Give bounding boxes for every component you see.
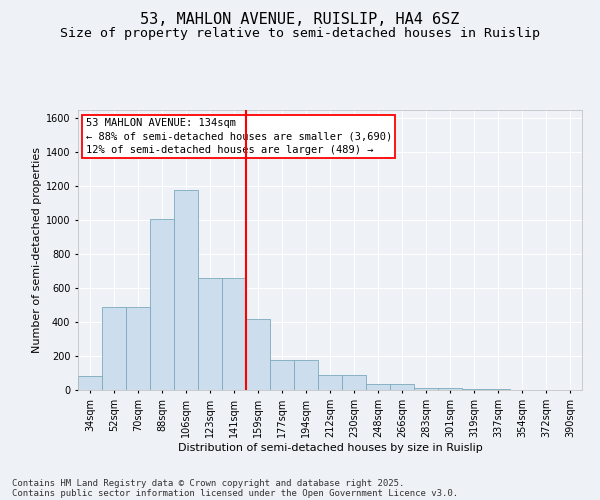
Text: Contains public sector information licensed under the Open Government Licence v3: Contains public sector information licen… — [12, 488, 458, 498]
Bar — [318, 374, 342, 390]
Bar — [246, 318, 270, 390]
Bar — [78, 376, 102, 390]
Bar — [126, 307, 150, 390]
Bar — [366, 384, 390, 390]
Bar — [390, 384, 414, 390]
Bar — [342, 374, 366, 390]
Bar — [222, 278, 246, 390]
Bar — [174, 190, 198, 390]
Bar — [102, 307, 126, 390]
Text: Contains HM Land Registry data © Crown copyright and database right 2025.: Contains HM Land Registry data © Crown c… — [12, 478, 404, 488]
Y-axis label: Number of semi-detached properties: Number of semi-detached properties — [32, 147, 41, 353]
Bar — [438, 388, 462, 390]
Bar — [270, 360, 294, 390]
Text: 53 MAHLON AVENUE: 134sqm
← 88% of semi-detached houses are smaller (3,690)
12% o: 53 MAHLON AVENUE: 134sqm ← 88% of semi-d… — [86, 118, 392, 155]
Bar — [462, 389, 486, 390]
Bar — [198, 278, 222, 390]
Bar — [150, 218, 174, 390]
Text: 53, MAHLON AVENUE, RUISLIP, HA4 6SZ: 53, MAHLON AVENUE, RUISLIP, HA4 6SZ — [140, 12, 460, 28]
Bar — [486, 389, 510, 390]
Bar — [294, 360, 318, 390]
Bar — [414, 388, 438, 390]
X-axis label: Distribution of semi-detached houses by size in Ruislip: Distribution of semi-detached houses by … — [178, 442, 482, 452]
Text: Size of property relative to semi-detached houses in Ruislip: Size of property relative to semi-detach… — [60, 28, 540, 40]
